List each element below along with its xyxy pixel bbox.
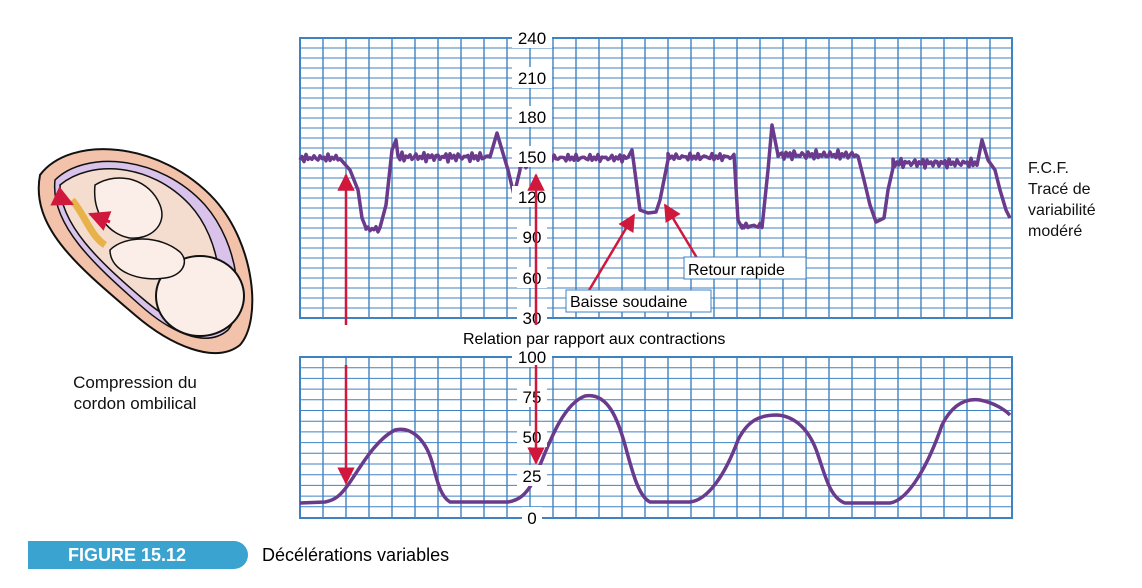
fhr-tick-label: 90 [523,228,542,247]
fhr-tick-label: 60 [523,269,542,288]
fetus-illustration [37,148,254,354]
contraction-tick-box [517,386,547,407]
fhr-note-line4: modéré [1028,223,1083,240]
fhr-tick-box [512,67,552,88]
contraction-tick-box [517,465,547,486]
fhr-grid [299,37,1013,319]
fhr-tick-box [517,307,547,328]
fhr-tick-label: 180 [518,108,546,127]
contraction-tick-label: 0 [527,509,536,528]
illustration-caption: Compression du cordon ombilical [40,372,230,414]
contraction-tick-label: 75 [523,388,542,407]
fhr-tick-box [517,226,547,247]
baisse-soudaine-label: Baisse soudaine [570,294,688,311]
fhr-tick-box [512,106,552,127]
fhr-tick-box [512,186,552,207]
fhr-tick-label: 150 [518,148,546,167]
fhr-tick-box [517,267,547,288]
contraction-tick-box [512,346,552,367]
fhr-tick-label: 210 [518,69,546,88]
figure-label: FIGURE 15.12 [68,545,187,565]
fhr-tick-box [512,27,552,48]
figure-title: Décélérations variables [262,545,450,565]
illustration-caption-line2: cordon ombilical [73,394,197,413]
fhr-note-line3: variabilité [1028,202,1096,219]
fhr-note-line2: Tracé de [1028,181,1091,198]
fhr-tick-label: 240 [518,29,546,48]
relation-label: Relation par rapport aux contractions [463,331,725,348]
fhr-trace [298,123,1012,234]
fhr-tick-label: 30 [523,309,542,328]
fhr-tick-box [512,146,552,167]
contraction-tick-box [522,507,542,528]
contraction-tick-label: 25 [523,467,542,486]
fhr-note: F.C.F. Tracé de variabilité modéré [1028,158,1096,242]
fhr-note-line1: F.C.F. [1028,160,1069,177]
figure-badge [28,541,248,569]
contraction-tick-box [517,426,547,447]
timing-arrows [337,173,699,485]
contraction-tick-label: 50 [523,428,542,447]
contraction-trace [299,394,1012,505]
contraction-tick-label: 100 [518,348,546,367]
retour-rapide-label: Retour rapide [688,262,785,279]
illustration-caption-line1: Compression du [73,373,197,392]
fhr-tick-label: 120 [518,188,546,207]
